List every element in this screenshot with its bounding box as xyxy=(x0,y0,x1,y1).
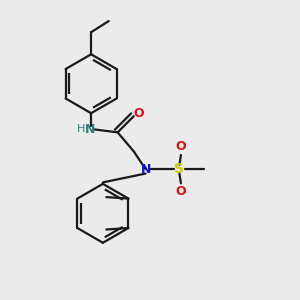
Text: O: O xyxy=(133,107,143,120)
Text: H: H xyxy=(76,124,85,134)
Text: O: O xyxy=(176,140,186,153)
Text: N: N xyxy=(140,163,151,176)
Text: S: S xyxy=(174,162,184,176)
Text: O: O xyxy=(176,185,186,198)
Text: N: N xyxy=(85,123,95,136)
